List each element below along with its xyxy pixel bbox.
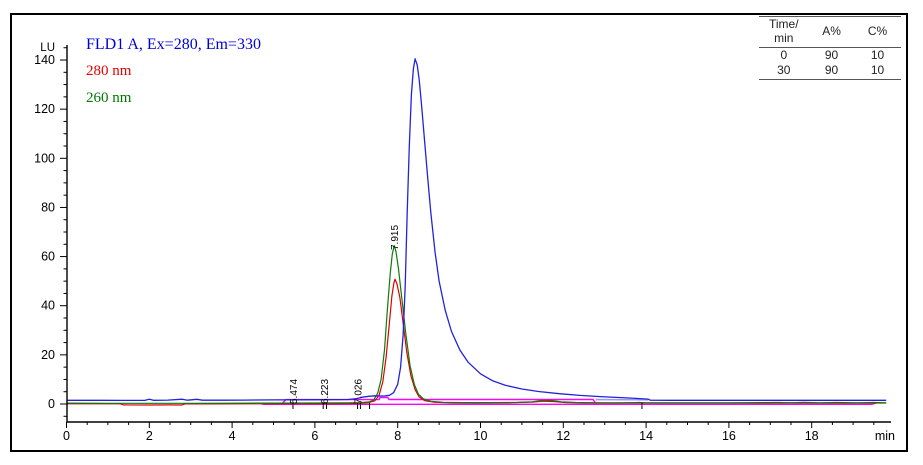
- table-col-header-0: Time/min: [769, 17, 799, 45]
- y-tick-label: 20: [41, 348, 55, 362]
- y-axis-unit-label: LU: [40, 42, 55, 54]
- outer-border: [10, 13, 908, 452]
- y-tick-label: 100: [34, 151, 55, 165]
- table-cell: 90: [824, 47, 839, 62]
- x-tick-label: 2: [146, 429, 153, 443]
- y-tick-label: 80: [41, 200, 55, 214]
- peak-label-6.223: 6.223: [320, 379, 331, 404]
- x-tick-label: 12: [556, 429, 570, 443]
- x-tick-label: 10: [474, 429, 488, 443]
- table-cell: 0: [780, 47, 788, 62]
- trace-legend: FLD1 A, Ex=280, Em=330 280 nm 260 nm: [86, 36, 261, 117]
- x-tick-label: 14: [639, 429, 653, 443]
- x-tick-label: 6: [311, 429, 318, 443]
- x-tick-label: 4: [229, 429, 236, 443]
- gradient-table-body: 0 90 10 30 90 10: [759, 47, 901, 80]
- legend-entry-280nm: 280 nm: [86, 63, 132, 79]
- table-cell: 10: [870, 63, 885, 78]
- trace-280-nm: [66, 278, 887, 406]
- peak-label-5.474: 5.474: [289, 379, 300, 404]
- x-tick-label: 0: [63, 429, 70, 443]
- trace-260-nm: [66, 244, 887, 404]
- table-cell: 10: [870, 47, 885, 62]
- y-tick-label: 40: [41, 299, 55, 313]
- table-cell: 90: [824, 63, 839, 78]
- gradient-table: Time/min A% C% 0 90 10 30 90 10: [759, 16, 901, 80]
- x-tick-label: 16: [722, 429, 736, 443]
- x-axis-unit-label: min: [875, 429, 895, 443]
- table-row: 30 90 10: [759, 63, 901, 80]
- x-tick-label: 8: [394, 429, 401, 443]
- peak-label-7.915: 7.915: [390, 225, 401, 250]
- trace-fld1-a-ex-280-em-330: [66, 58, 887, 402]
- table-col-header-2: C%: [867, 23, 888, 38]
- y-tick-label: 140: [34, 53, 55, 67]
- x-tick-label: 18: [805, 429, 819, 443]
- table-cell: 30: [777, 63, 791, 78]
- y-tick-label: 120: [34, 102, 55, 116]
- legend-entry-260nm: 260 nm: [86, 90, 132, 106]
- table-row: 0 90 10: [759, 47, 901, 63]
- peak-label-7.026: 7.026: [353, 379, 364, 404]
- table-col-header-1: A%: [822, 23, 841, 38]
- gradient-table-header: Time/min A% C%: [759, 16, 901, 48]
- y-tick-label: 60: [41, 250, 55, 264]
- legend-entry-fld: FLD1 A, Ex=280, Em=330: [86, 36, 261, 53]
- y-tick-label: 0: [48, 397, 55, 411]
